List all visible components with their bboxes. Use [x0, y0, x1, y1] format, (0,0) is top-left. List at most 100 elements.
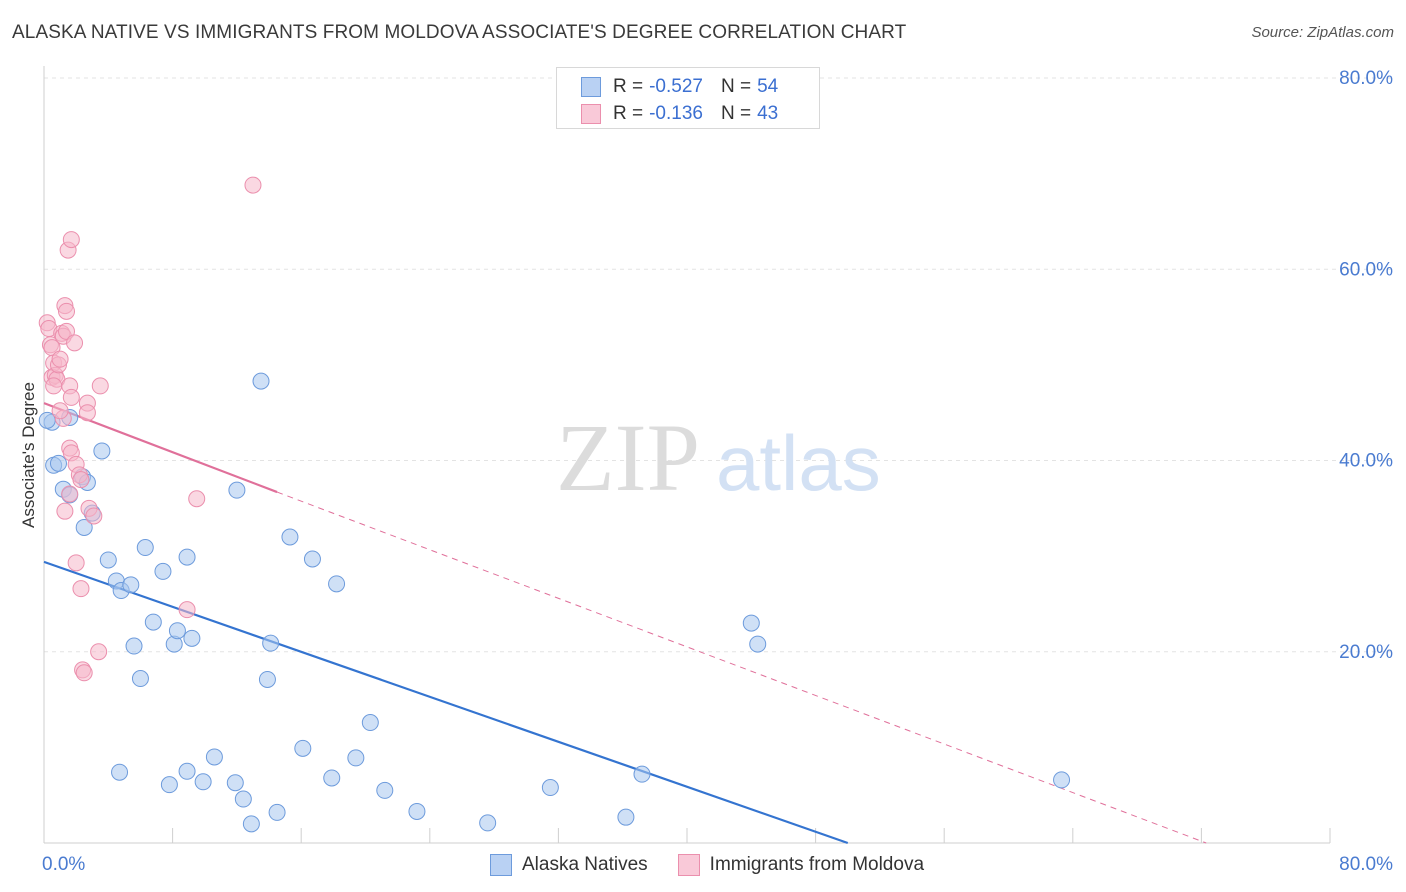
legend-r-label: R =: [613, 103, 644, 124]
series-name-moldova: Immigrants from Moldova: [709, 854, 925, 875]
x-tick-label: 80.0%: [1339, 854, 1393, 875]
alaska-native-point: [234, 790, 252, 808]
alaska-native-point: [93, 442, 111, 460]
alaska-native-point: [111, 763, 129, 781]
axes: [43, 66, 1331, 844]
correlation-legend: R = -0.527 N = 54 R = -0.136 N = 43: [556, 67, 820, 129]
alaska-trend-line: [43, 560, 849, 845]
legend-r-value: -0.527: [649, 76, 703, 97]
alaska-native-point: [749, 635, 767, 653]
grid-lines: [44, 77, 1393, 653]
legend-n-value: 43: [757, 103, 779, 124]
y-tick-label: 40.0%: [1339, 451, 1393, 472]
watermark-zip: ZIP: [556, 404, 700, 511]
series-swatch-alaska: [490, 854, 512, 876]
series-name-alaska: Alaska Natives: [522, 854, 648, 875]
alaska-native-point: [617, 808, 635, 826]
moldova-point: [66, 334, 84, 352]
chart-title: ALASKA NATIVE VS IMMIGRANTS FROM MOLDOVA…: [12, 22, 907, 43]
moldova-point: [51, 350, 69, 368]
y-axis-label: Associate's Degree: [19, 382, 38, 528]
watermark-atlas: atlas: [716, 419, 881, 507]
data-points: [38, 176, 1071, 833]
alaska-native-point: [742, 614, 760, 632]
moldova-point: [45, 377, 63, 395]
moldova-point: [78, 404, 96, 422]
alaska-native-point: [154, 562, 172, 580]
moldova-point: [178, 601, 196, 619]
series-legend-moldova: Immigrants from Moldova: [677, 854, 925, 876]
alaska-native-point: [205, 748, 223, 766]
moldova-point: [58, 302, 76, 320]
alaska-native-point: [131, 670, 149, 688]
moldova-point: [67, 554, 85, 572]
alaska-native-point: [541, 779, 559, 797]
alaska-native-point: [144, 613, 162, 631]
legend-r-value: -0.136: [649, 103, 703, 124]
chart-source: Source: ZipAtlas.com: [1251, 24, 1394, 41]
alaska-native-point: [226, 774, 244, 792]
alaska-native-point: [633, 765, 651, 783]
moldova-point: [244, 176, 262, 194]
alaska-native-point: [168, 622, 186, 640]
legend-r-label: R =: [613, 76, 644, 97]
alaska-native-point: [479, 814, 497, 832]
alaska-native-point: [178, 548, 196, 566]
alaska-native-point: [183, 629, 201, 647]
x-tick-label: 0.0%: [42, 854, 85, 875]
series-legend-alaska: Alaska Natives: [490, 854, 648, 876]
legend-swatch-moldova: [581, 104, 601, 124]
y-tick-label: 60.0%: [1339, 259, 1393, 280]
moldova-point: [91, 377, 109, 395]
moldova-point: [61, 485, 79, 503]
legend-row-alaska: R = -0.527 N = 54: [581, 75, 778, 99]
alaska-native-point: [242, 815, 260, 833]
alaska-native-point: [122, 576, 140, 594]
tick-labels: 20.0% 40.0% 60.0% 80.0% 0.0% 80.0%: [42, 68, 1393, 875]
legend-swatch-alaska: [581, 77, 601, 97]
y-tick-label: 80.0%: [1339, 68, 1393, 89]
legend-n-label: N =: [720, 76, 752, 97]
alaska-native-point: [1053, 771, 1071, 789]
moldova-point: [62, 231, 80, 249]
alaska-native-point: [125, 637, 143, 655]
alaska-native-point: [408, 802, 426, 820]
alaska-native-point: [252, 372, 270, 390]
alaska-native-point: [347, 749, 365, 767]
alaska-native-point: [294, 739, 312, 757]
moldova-point: [56, 502, 74, 520]
moldova-point: [90, 643, 108, 661]
series-swatch-moldova: [677, 854, 700, 876]
moldova-point: [188, 490, 206, 508]
alaska-native-point: [99, 551, 117, 569]
legend-row-moldova: R = -0.136 N = 43: [581, 102, 778, 126]
moldova-point: [75, 664, 93, 682]
series-legend: Alaska Natives Immigrants from Moldova: [490, 851, 954, 879]
legend-n-label: N =: [720, 103, 752, 124]
alaska-native-point: [194, 773, 212, 791]
moldova-point: [62, 388, 80, 406]
alaska-native-point: [75, 518, 93, 536]
alaska-native-point: [136, 539, 154, 557]
alaska-native-point: [178, 762, 196, 780]
watermark: ZIP atlas: [556, 404, 881, 511]
alaska-native-point: [49, 454, 67, 472]
alaska-native-point: [228, 481, 246, 499]
alaska-native-point: [376, 781, 394, 799]
moldova-point: [51, 402, 69, 420]
alaska-native-point: [262, 634, 280, 652]
moldova-point: [72, 580, 90, 598]
alaska-native-point: [328, 575, 346, 593]
moldova-point: [85, 507, 103, 525]
alaska-native-point: [323, 769, 341, 787]
y-tick-label: 20.0%: [1339, 642, 1393, 663]
alaska-native-point: [258, 670, 276, 688]
alaska-native-point: [303, 550, 321, 568]
alaska-native-point: [160, 776, 178, 794]
alaska-native-point: [268, 803, 286, 821]
moldova-point: [72, 471, 90, 489]
alaska-native-point: [281, 528, 299, 546]
legend-n-value: 54: [757, 76, 779, 97]
moldova-trend-extension: [276, 491, 1207, 844]
